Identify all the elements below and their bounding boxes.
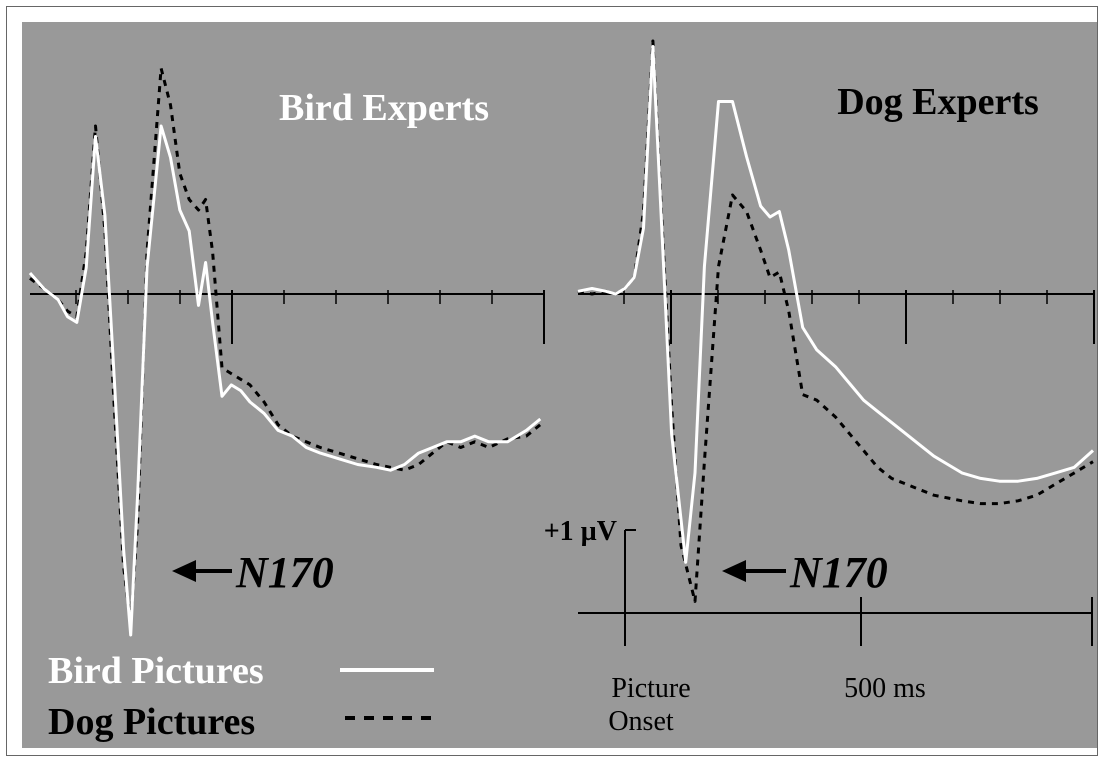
panel-title-bird-experts: Bird Experts <box>279 87 489 129</box>
n170-annotation-left: N170 <box>172 548 334 597</box>
n170-arrow-left-head <box>172 560 196 582</box>
scale-bar-label: +1 µV <box>544 516 617 547</box>
plot-area-gray <box>22 22 1098 748</box>
legend-dog-label: Dog Pictures <box>48 701 255 743</box>
n170-label-left: N170 <box>235 548 334 597</box>
x-label-onset-line2: Onset <box>608 706 674 737</box>
legend: Bird Pictures Dog Pictures <box>48 650 434 743</box>
n170-annotation-right: N170 <box>722 548 888 597</box>
series-line-bird-experts-bird-pictures <box>28 124 542 637</box>
x-label-500ms: 500 ms <box>844 673 926 704</box>
series-line-bird-experts-dog-pictures <box>29 66 542 626</box>
panel-title-dog-experts: Dog Experts <box>837 81 1039 123</box>
series-line-dog-experts-bird-pictures <box>577 45 1095 564</box>
x-label-onset-line1: Picture <box>611 673 690 704</box>
scale-bar: +1 µV Picture Onset 500 ms <box>544 516 1093 737</box>
n170-arrow-right-head <box>722 560 746 582</box>
chart-panels <box>28 39 1095 637</box>
legend-bird-label: Bird Pictures <box>48 650 264 692</box>
n170-label-right: N170 <box>789 548 888 597</box>
